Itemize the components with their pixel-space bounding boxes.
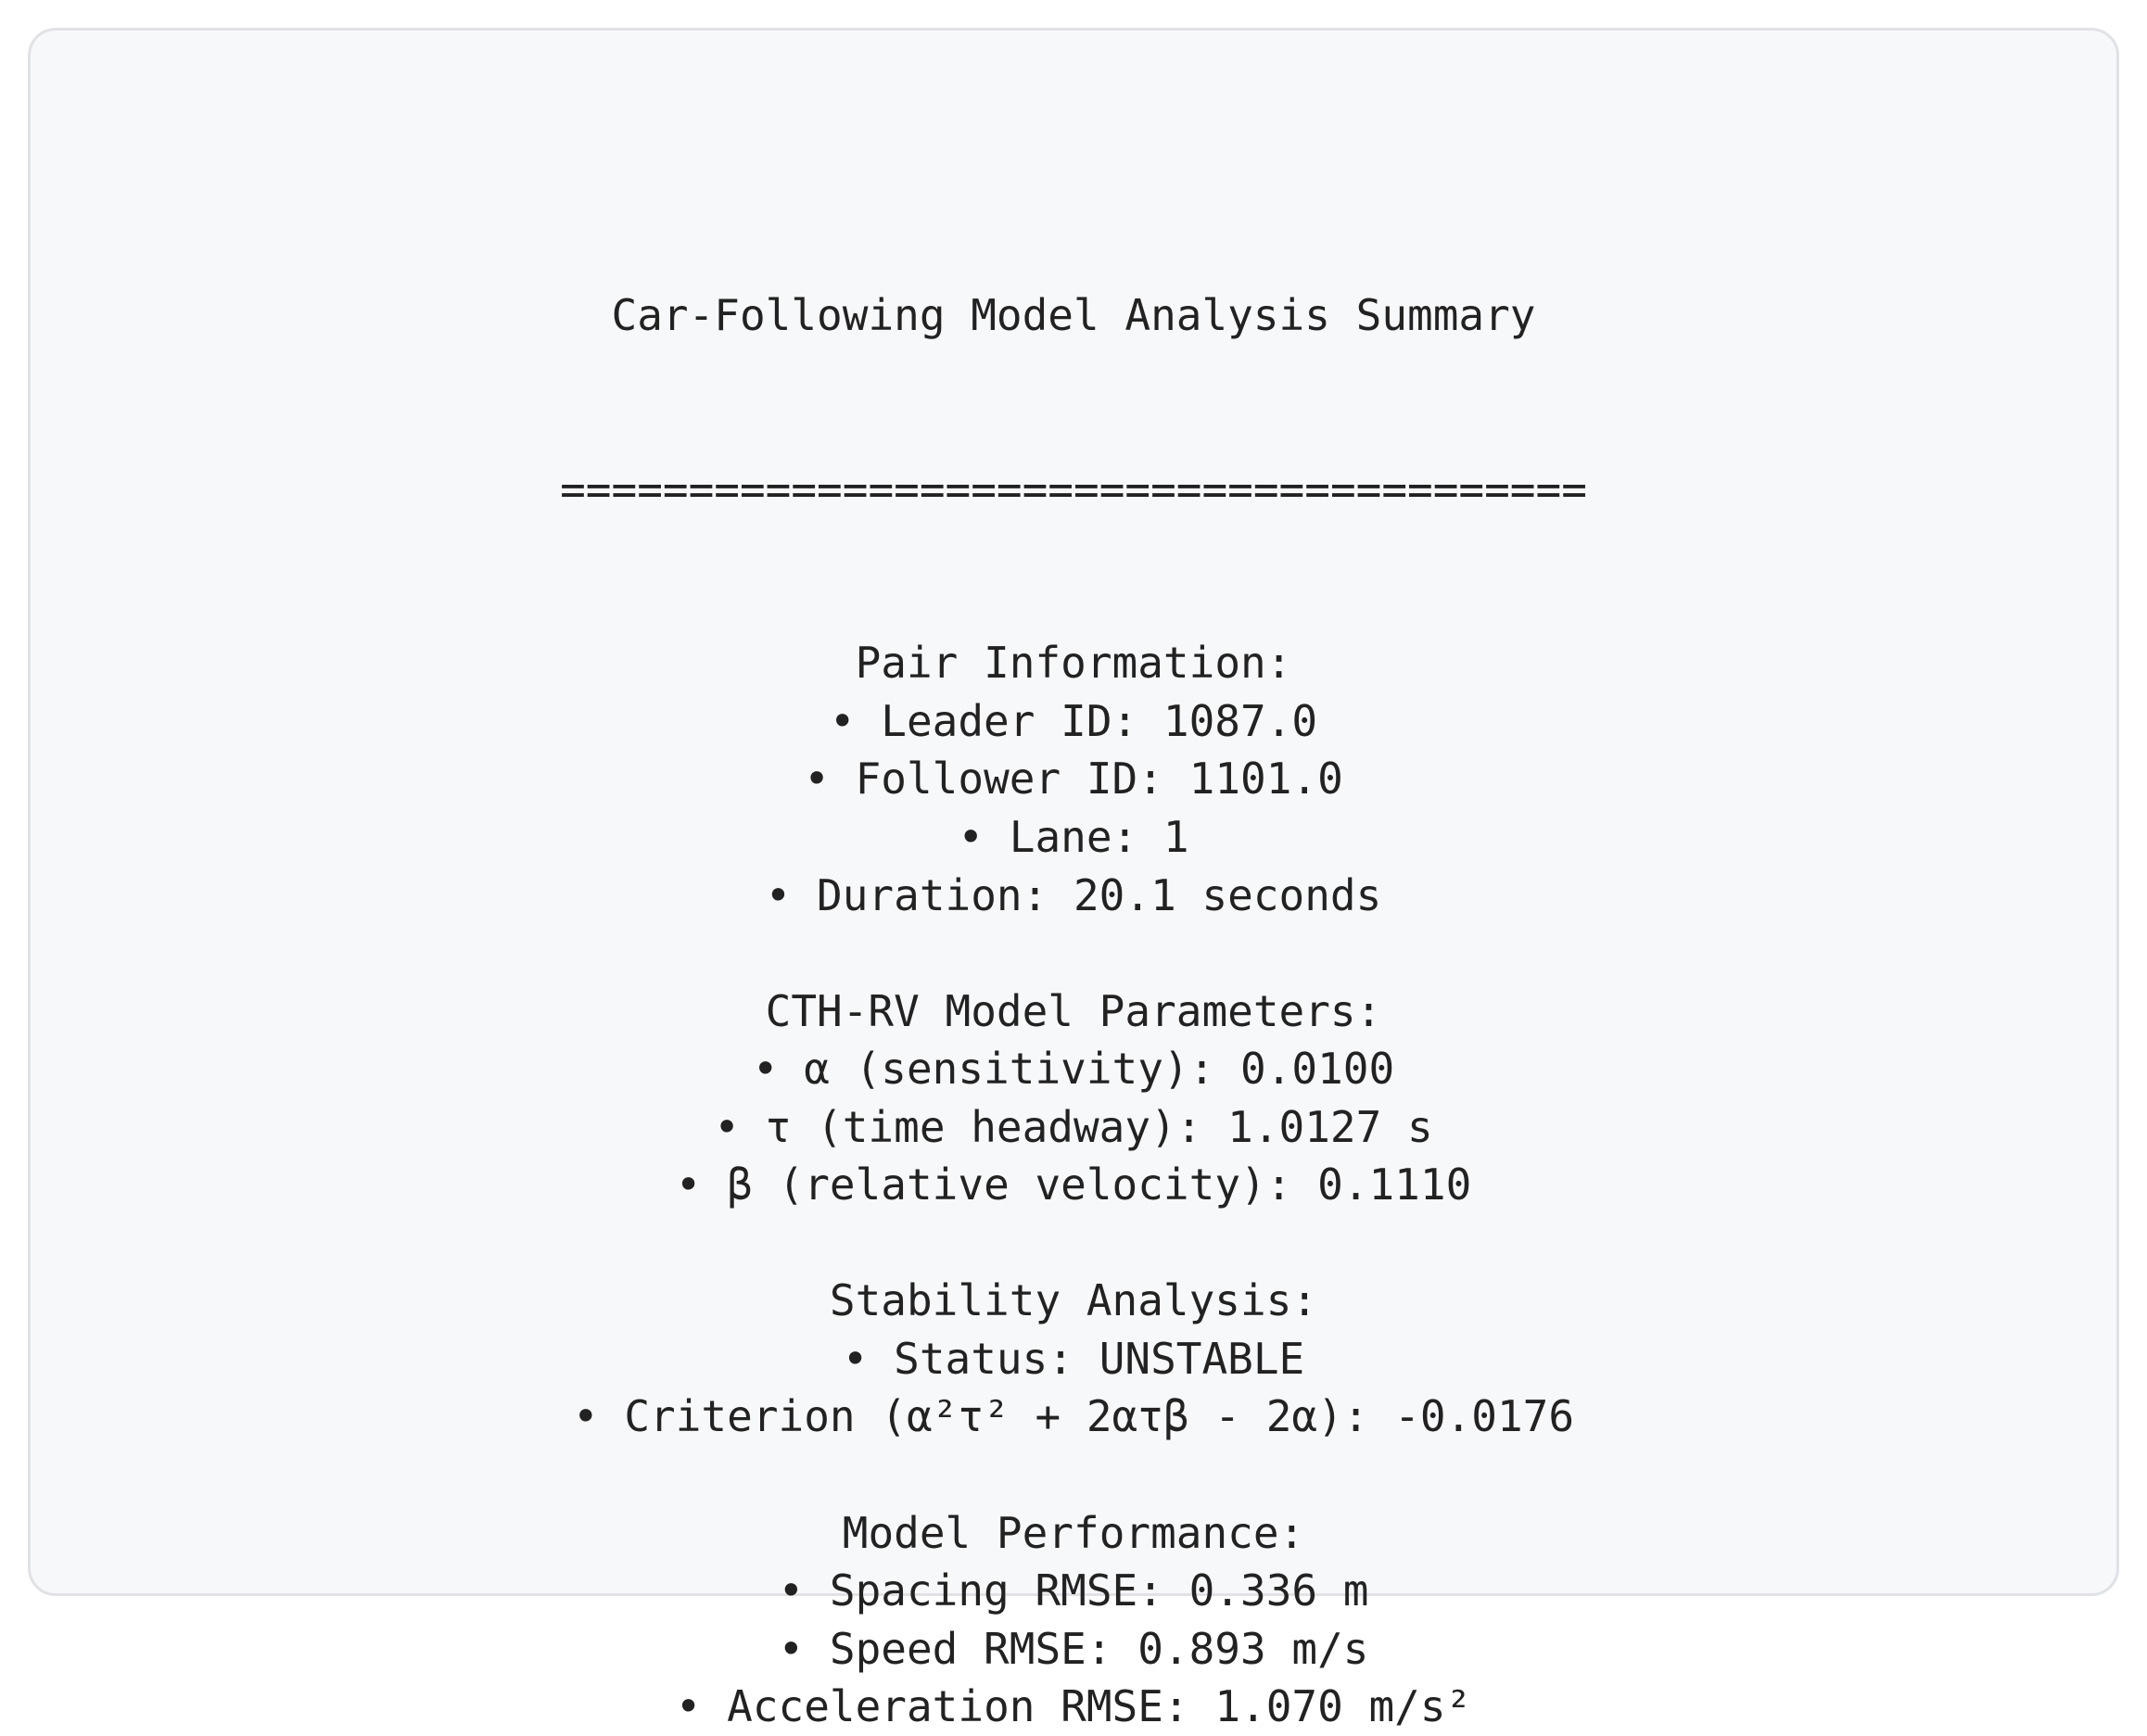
section-item: • Duration: 20.1 seconds (765, 869, 1382, 920)
section-item: • Speed RMSE: 0.893 m/s (778, 1623, 1369, 1674)
section-item: • τ (time headway): 1.0127 s (714, 1101, 1433, 1152)
section-item: • Acceleration RMSE: 1.070 m/s² (675, 1681, 1472, 1732)
section-item: • α (sensitivity): 0.0100 (752, 1044, 1395, 1095)
page: Car-Following Model Analysis Summary ===… (28, 28, 2119, 1732)
section-item: • Leader ID: 1087.0 (829, 695, 1318, 746)
section-heading: Model Performance: (842, 1507, 1305, 1558)
summary-text: Car-Following Model Analysis Summary ===… (0, 171, 2147, 1736)
separator: ======================================== (560, 463, 1587, 514)
section-item: • Status: UNSTABLE (842, 1333, 1305, 1384)
section-heading: CTH-RV Model Parameters: (765, 985, 1382, 1036)
section-heading: Stability Analysis: (829, 1275, 1318, 1326)
summary-card (28, 28, 2119, 1596)
section-item: • Spacing RMSE: 0.336 m (778, 1565, 1369, 1616)
section-item: • β (relative velocity): 0.1110 (675, 1159, 1472, 1210)
title: Car-Following Model Analysis Summary (611, 290, 1536, 341)
section-item: • Criterion (α²τ² + 2ατβ - 2α): -0.0176 (572, 1391, 1575, 1442)
section-heading: Pair Information: (855, 638, 1292, 689)
section-item: • Follower ID: 1101.0 (804, 754, 1343, 805)
section-item: • Lane: 1 (958, 812, 1189, 863)
